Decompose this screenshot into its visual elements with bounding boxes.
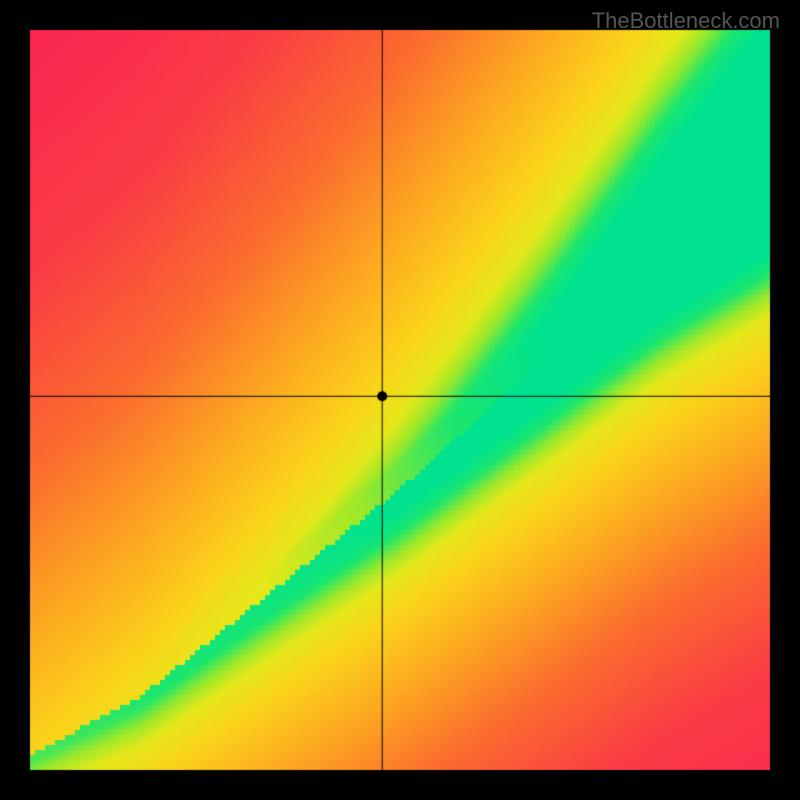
heatmap-canvas <box>0 0 800 800</box>
heatmap-canvas-wrap <box>0 0 800 800</box>
watermark-text: TheBottleneck.com <box>592 8 780 34</box>
chart-container: TheBottleneck.com <box>0 0 800 800</box>
